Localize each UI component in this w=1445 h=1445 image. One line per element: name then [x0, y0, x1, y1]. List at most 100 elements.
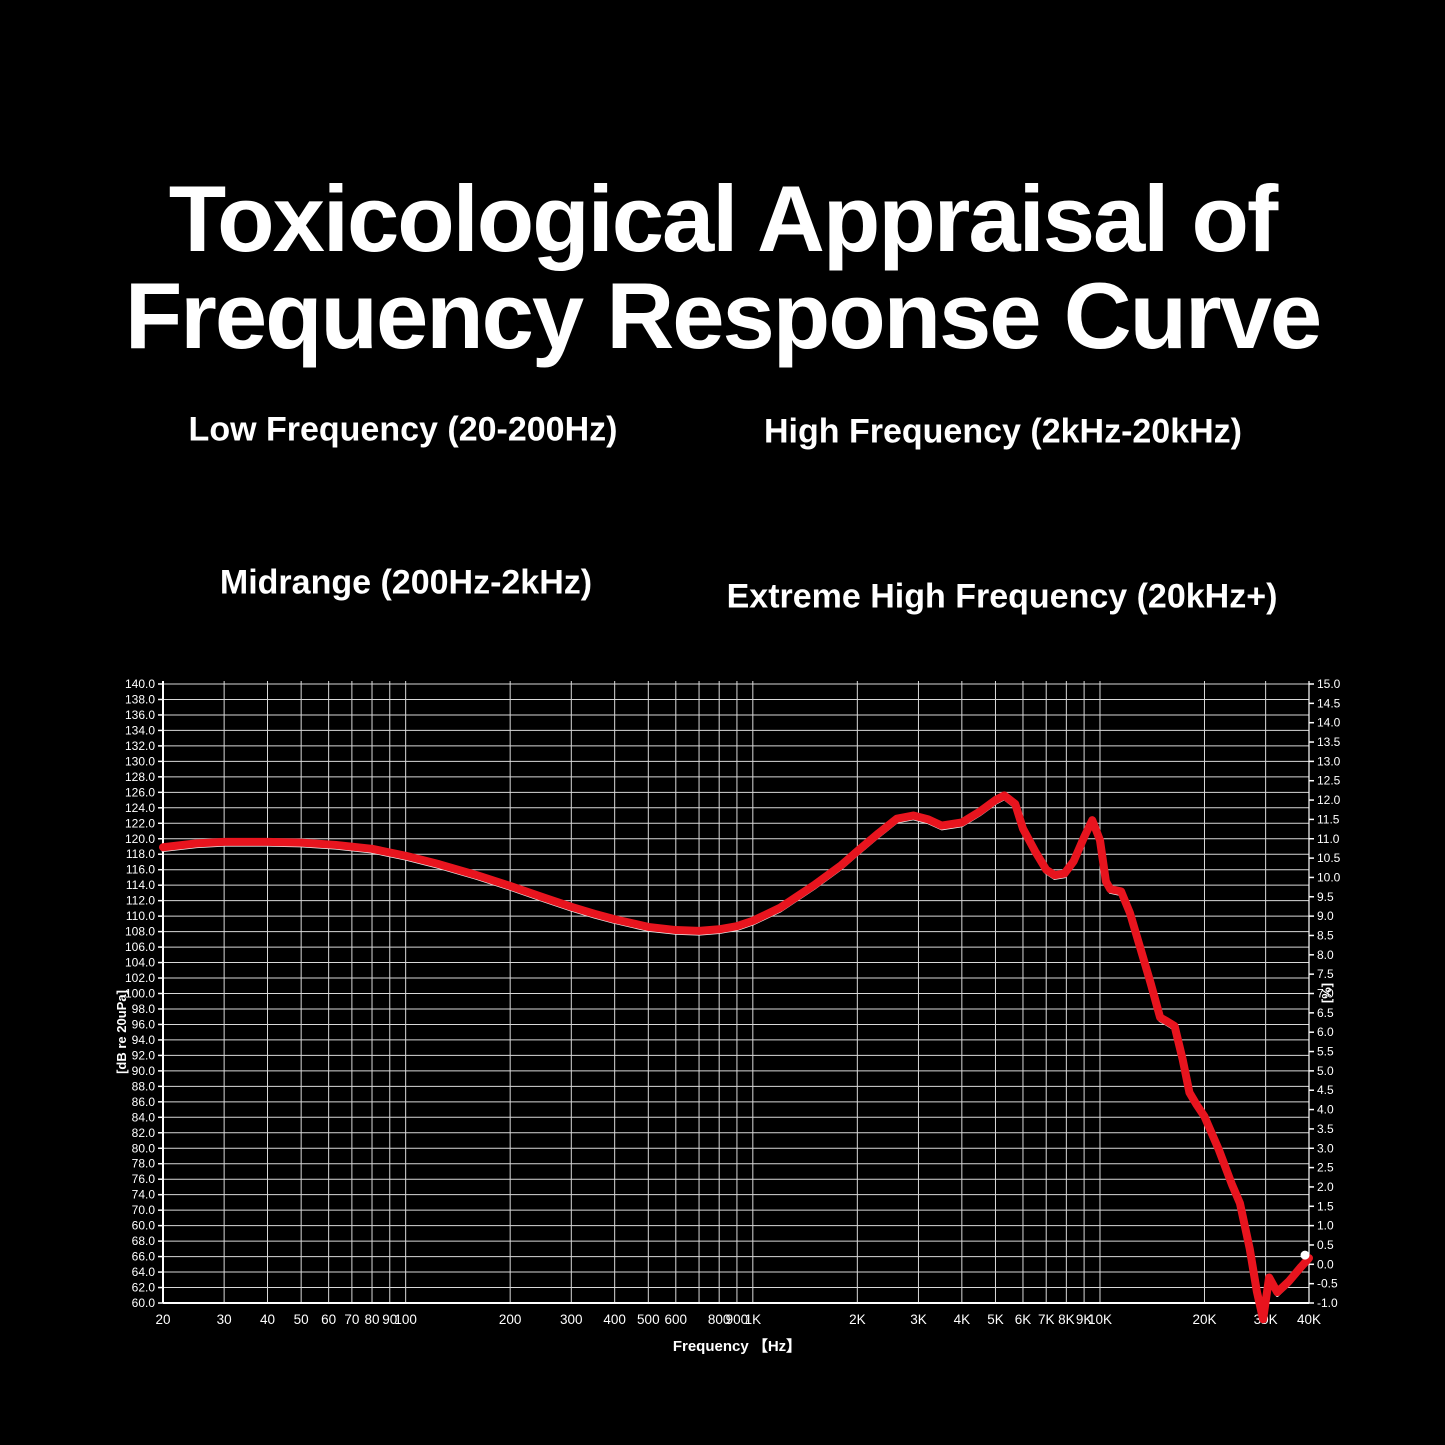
y-left-tick-label: 86.0	[132, 1095, 156, 1109]
y-left-tick-label: 60.0	[132, 1296, 156, 1310]
x-tick-label: 60	[321, 1312, 336, 1327]
y-right-tick-label: 10.5	[1317, 851, 1341, 865]
y-right-tick-label: 9.0	[1317, 909, 1334, 923]
axis-tick-marks	[158, 683, 1314, 1304]
y-left-tick-label: 74.0	[132, 1188, 156, 1202]
band-label-midrange: Midrange (200Hz-2kHz)	[219, 563, 593, 602]
y-left-tick-label: 124.0	[125, 801, 155, 815]
y-left-tick-label: 82.0	[132, 1126, 156, 1140]
x-tick-label: 400	[603, 1312, 626, 1327]
y-right-tick-label: 0.5	[1317, 1238, 1334, 1252]
x-tick-label: 600	[665, 1312, 688, 1327]
y-right-tick-label: 5.5	[1317, 1045, 1334, 1059]
y-left-tick-label: 88.0	[132, 1079, 156, 1093]
x-tick-label: 6K	[1015, 1312, 1032, 1327]
y-left-tick-label: 104.0	[125, 956, 155, 970]
y-right-tick-label: 1.5	[1317, 1199, 1334, 1213]
y-right-tick-label: 2.0	[1317, 1180, 1334, 1194]
y-left-tick-label: 102.0	[125, 971, 155, 985]
y-left-tick-label: 134.0	[125, 723, 155, 737]
y-left-tick-label: 60.0	[132, 1219, 156, 1233]
y-left-tick-label: 140.0	[125, 677, 155, 691]
x-tick-label: 100	[394, 1312, 417, 1327]
plot-grid	[162, 681, 1310, 1304]
page-title: Toxicological Appraisal of Frequency Resp…	[0, 170, 1445, 365]
y-left-tick-label: 94.0	[132, 1033, 156, 1047]
band-label-extreme-high-frequency: Extreme High Frequency (20kHz+)	[726, 577, 1278, 616]
y-right-tick-label: 13.0	[1317, 754, 1341, 768]
y-right-tick-label: 8.0	[1317, 948, 1334, 962]
y-left-tick-label: 132.0	[125, 739, 155, 753]
y-right-tick-label: 14.5	[1317, 696, 1341, 710]
reference-curve	[161, 796, 1311, 1324]
x-tick-label: 40	[260, 1312, 275, 1327]
y-left-tick-label: 64.0	[132, 1265, 156, 1279]
y-left-tick-label: 66.0	[132, 1250, 156, 1264]
y-right-tick-label: 4.0	[1317, 1103, 1334, 1117]
x-tick-label: 300	[560, 1312, 583, 1327]
x-tick-label: 20K	[1192, 1312, 1216, 1327]
y-left-tick-label: 62.0	[132, 1281, 156, 1295]
x-tick-label: 70	[344, 1312, 359, 1327]
y-right-axis-title: [%]	[1319, 983, 1334, 1003]
y-right-tick-label: 6.5	[1317, 1006, 1334, 1020]
y-right-tick-label: 11.0	[1317, 832, 1340, 846]
y-left-tick-label: 80.0	[132, 1141, 156, 1155]
y-right-tick-label: 7.5	[1317, 967, 1334, 981]
y-right-tick-label: 8.5	[1317, 928, 1334, 942]
y-left-tick-label: 116.0	[126, 863, 155, 877]
x-tick-label: 5K	[987, 1312, 1004, 1327]
x-tick-label: 500	[637, 1312, 660, 1327]
band-label-low-frequency: Low Frequency (20-200Hz)	[188, 410, 618, 449]
y-left-tick-label: 90.0	[132, 1064, 156, 1078]
x-tick-label: 200	[499, 1312, 522, 1327]
x-tick-label: 40K	[1297, 1312, 1321, 1327]
x-tick-label: 30	[217, 1312, 232, 1327]
y-left-tick-label: 138.0	[125, 692, 155, 706]
y-left-tick-label: 112.0	[126, 894, 155, 908]
x-tick-label: 10K	[1088, 1312, 1112, 1327]
y-left-tick-label: 126.0	[125, 785, 155, 799]
y-right-tick-label: 7.0	[1317, 987, 1334, 1001]
x-tick-label: 800	[708, 1312, 731, 1327]
page-title-line1: Toxicological Appraisal of	[168, 165, 1279, 271]
y-right-tick-label: 10.0	[1317, 870, 1341, 884]
y-right-tick-label: 6.0	[1317, 1025, 1334, 1039]
y-right-tick-label: 0.0	[1317, 1257, 1334, 1271]
y-left-tick-label: 120.0	[125, 832, 155, 846]
y-right-tick-label: 3.5	[1317, 1122, 1334, 1136]
y-right-tick-label: 4.5	[1317, 1083, 1334, 1097]
band-label-high-frequency: High Frequency (2kHz-20kHz)	[764, 412, 1242, 451]
y-right-tick-label: 12.0	[1317, 793, 1341, 807]
y-left-tick-label: 128.0	[125, 770, 155, 784]
y-right-tick-label: 2.5	[1317, 1161, 1334, 1175]
curve-endpoint-dot	[1300, 1250, 1310, 1260]
x-tick-label: 1K	[745, 1312, 762, 1327]
y-left-tick-label: 96.0	[132, 1017, 156, 1031]
y-left-tick-label: 110.0	[126, 909, 155, 923]
x-axis-title: Frequency 【Hz】	[673, 1337, 801, 1355]
x-tick-label: 9K	[1076, 1312, 1093, 1327]
y-right-tick-label: 5.0	[1317, 1064, 1334, 1078]
y-left-tick-label: 118.0	[126, 847, 155, 861]
x-tick-label: 80	[364, 1312, 379, 1327]
x-tick-label: 2K	[849, 1312, 866, 1327]
y-left-axis-title: [dB re 20uPa]	[114, 990, 129, 1074]
x-tick-label: 50	[294, 1312, 309, 1327]
y-left-tick-label: 68.0	[132, 1234, 156, 1248]
y-right-tick-label: 9.5	[1317, 890, 1334, 904]
y-right-tick-label: 11.5	[1317, 812, 1340, 826]
y-right-tick-label: -0.5	[1317, 1277, 1338, 1291]
y-left-tick-label: 92.0	[132, 1048, 156, 1062]
y-left-tick-label: 76.0	[132, 1172, 156, 1186]
y-left-tick-label: 122.0	[125, 816, 155, 830]
y-left-tick-label: 70.0	[132, 1203, 156, 1217]
response-curve	[159, 791, 1313, 1324]
y-left-tick-label: 98.0	[132, 1002, 156, 1016]
y-right-tick-label: 3.0	[1317, 1141, 1334, 1155]
y-left-tick-label: 100.0	[125, 987, 155, 1001]
y-right-tick-label: 13.5	[1317, 735, 1341, 749]
y-left-tick-label: 114.0	[126, 878, 155, 892]
